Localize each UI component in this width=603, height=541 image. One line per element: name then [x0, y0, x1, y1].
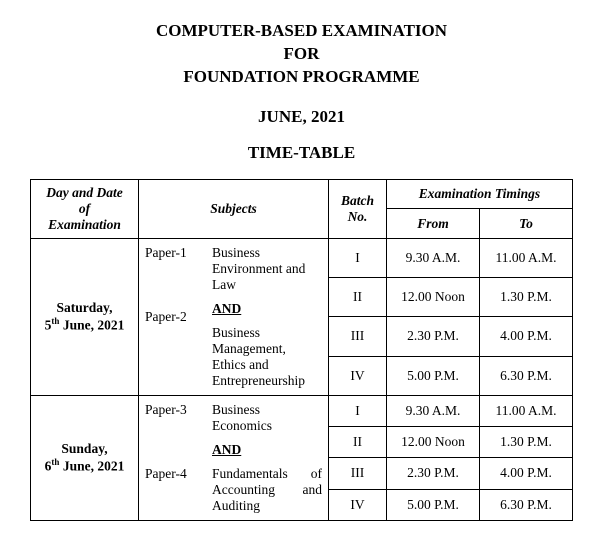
time-to: 11.00 A.M. [480, 395, 573, 426]
batch-no: III [329, 458, 387, 489]
batch-no: I [329, 395, 387, 426]
and-separator: AND [212, 301, 322, 317]
date-post: June, 2021 [59, 459, 124, 474]
time-to: 4.00 P.M. [480, 458, 573, 489]
batch-no: I [329, 238, 387, 277]
heading-line-1: COMPUTER-BASED EXAMINATION [156, 21, 447, 40]
time-to: 4.00 P.M. [480, 317, 573, 356]
time-to: 11.00 A.M. [480, 238, 573, 277]
subject-a: Business Economics [212, 402, 272, 433]
timetable: Day and Date of Examination Subjects Bat… [30, 179, 573, 521]
papers-cell: Paper-1 Paper-2 [139, 238, 207, 395]
time-to: 6.30 P.M. [480, 356, 573, 395]
batch-no: IV [329, 356, 387, 395]
batch-no: II [329, 278, 387, 317]
paper-b: Paper-4 [145, 466, 187, 481]
papers-cell: Paper-3 Paper-4 [139, 395, 207, 520]
col-from: From [387, 209, 480, 239]
day-date-cell: Sunday, 6th June, 2021 [31, 395, 139, 520]
time-from: 2.30 P.M. [387, 317, 480, 356]
col-day-date: Day and Date of Examination [31, 179, 139, 238]
col-batch-l2: No. [348, 209, 368, 224]
col-to: To [480, 209, 573, 239]
time-from: 5.00 P.M. [387, 356, 480, 395]
subject-b-l1: Fundamentals of [212, 466, 322, 482]
table-row: Saturday, 5th June, 2021 Paper-1 Paper-2… [31, 238, 573, 277]
day-date-cell: Saturday, 5th June, 2021 [31, 238, 139, 395]
subject-a: Business Environment and Law [212, 245, 305, 292]
heading-line-3: FOUNDATION PROGRAMME [183, 67, 419, 86]
time-from: 5.00 P.M. [387, 489, 480, 520]
time-to: 6.30 P.M. [480, 489, 573, 520]
paper-a: Paper-1 [145, 245, 187, 260]
subjects-cell: Business Economics AND Fundamentals of A… [206, 395, 329, 520]
subject-b-l2: Accounting and [212, 482, 322, 498]
time-to: 1.30 P.M. [480, 278, 573, 317]
paper-a: Paper-3 [145, 402, 187, 417]
batch-no: IV [329, 489, 387, 520]
and-separator: AND [212, 442, 322, 458]
batch-no: III [329, 317, 387, 356]
table-title: TIME-TABLE [30, 143, 573, 163]
col-batch: Batch No. [329, 179, 387, 238]
time-to: 1.30 P.M. [480, 427, 573, 458]
day-name: Sunday, [61, 441, 107, 456]
time-from: 9.30 A.M. [387, 395, 480, 426]
batch-no: II [329, 427, 387, 458]
paper-b: Paper-2 [145, 309, 187, 324]
time-from: 12.00 Noon [387, 427, 480, 458]
time-from: 9.30 A.M. [387, 238, 480, 277]
col-subjects: Subjects [139, 179, 329, 238]
time-from: 2.30 P.M. [387, 458, 480, 489]
date-post: June, 2021 [59, 318, 124, 333]
subject-b-l3: Auditing [212, 498, 322, 514]
subjects-cell: Business Environment and Law AND Busines… [206, 238, 329, 395]
col-timings: Examination Timings [387, 179, 573, 209]
col-day-date-l3: Examination [48, 217, 121, 232]
table-row: Sunday, 6th June, 2021 Paper-3 Paper-4 B… [31, 395, 573, 426]
col-batch-l1: Batch [341, 193, 374, 208]
month-year: JUNE, 2021 [30, 107, 573, 127]
heading-line-2: FOR [284, 44, 320, 63]
day-name: Saturday, [57, 300, 113, 315]
col-day-date-l2: of [79, 201, 90, 216]
main-heading: COMPUTER-BASED EXAMINATION FOR FOUNDATIO… [30, 20, 573, 89]
time-from: 12.00 Noon [387, 278, 480, 317]
col-day-date-l1: Day and Date [46, 185, 123, 200]
subject-b: Business Management, Ethics and Entrepre… [212, 325, 305, 388]
header-row-1: Day and Date of Examination Subjects Bat… [31, 179, 573, 209]
